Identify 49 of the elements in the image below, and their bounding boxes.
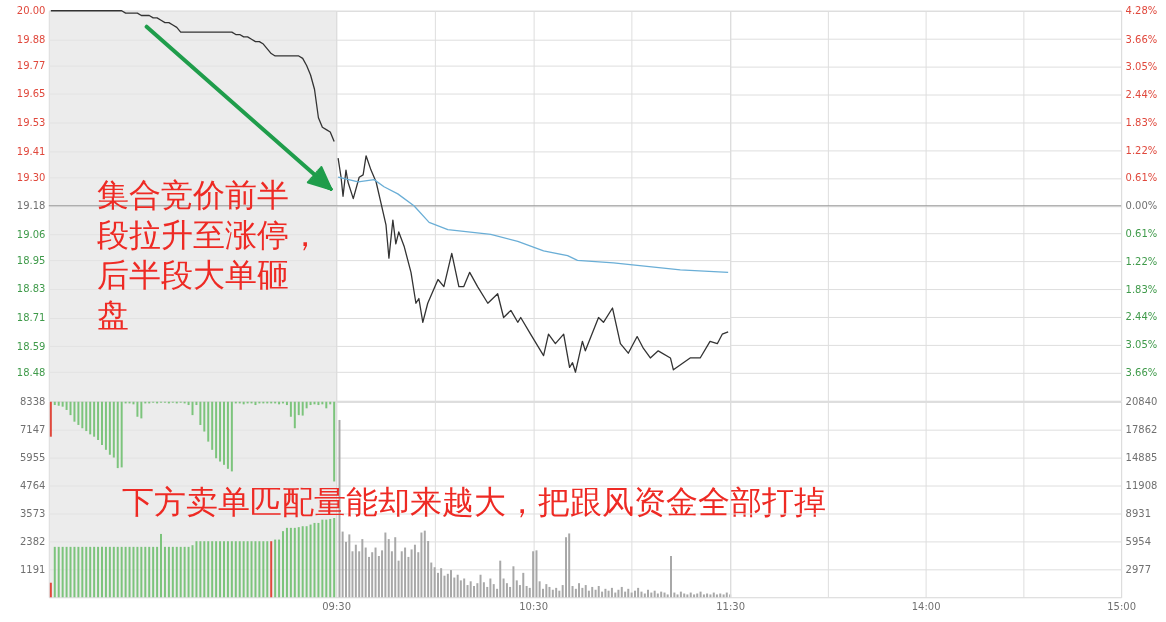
y-tick-label: 2382: [20, 535, 46, 547]
y-tick-label: 18.48: [16, 366, 46, 378]
x-tick-label: 10:30: [519, 600, 548, 612]
y-tick-label: 3.66%: [1125, 367, 1158, 378]
y-tick-label: 19.88: [16, 33, 46, 45]
y-tick-label: 19.77: [16, 59, 46, 71]
x-tick-label: 11:30: [716, 600, 745, 612]
y-tick-label: 3.05%: [1125, 61, 1158, 73]
y-tick-label: 1.22%: [1125, 255, 1158, 267]
y-tick-label: 18.59: [16, 340, 46, 352]
x-tick-label: 15:00: [1107, 600, 1136, 612]
y-tick-label: 3.05%: [1125, 339, 1158, 351]
y-tick-label: 7147: [20, 424, 46, 436]
x-tick-label: 14:00: [911, 600, 941, 612]
y-tick-label: 19.41: [16, 145, 46, 157]
y-tick-label: 3.66%: [1125, 33, 1158, 45]
y-tick-label: 1.22%: [1125, 144, 1158, 156]
y-tick-label: 20.00: [16, 5, 46, 17]
y-tick-label: 3573: [20, 507, 46, 519]
y-tick-label: 4.28%: [1125, 5, 1158, 17]
y-tick-label: 2.44%: [1125, 311, 1158, 323]
y-tick-label: 11908: [1125, 480, 1158, 492]
y-tick-label: 0.00%: [1125, 200, 1158, 212]
y-tick-label: 19.30: [16, 171, 46, 183]
y-tick-label: 18.71: [16, 312, 46, 324]
y-tick-label: 2977: [1125, 563, 1151, 575]
y-tick-label: 4764: [20, 480, 46, 492]
y-tick-label: 2.44%: [1125, 89, 1158, 101]
y-tick-label: 20840: [1125, 396, 1158, 408]
y-tick-label: 8338: [20, 396, 46, 408]
y-tick-label: 19.18: [16, 200, 46, 212]
y-tick-label: 5955: [20, 452, 46, 464]
y-tick-label: 18.95: [16, 254, 46, 266]
annotation: 下方卖单匹配量能却来越大，把跟风资金全部打掉: [121, 483, 826, 522]
y-tick-label: 0.61%: [1125, 172, 1158, 184]
y-tick-label: 19.53: [16, 117, 46, 129]
y-tick-label: 0.61%: [1125, 228, 1158, 240]
y-tick-label: 5954: [1125, 535, 1151, 547]
y-tick-label: 17862: [1125, 424, 1158, 436]
y-tick-label: 14885: [1125, 452, 1158, 464]
annotation: 集合竞价前半段拉升至涨停，后半段大单砸盘: [96, 176, 321, 334]
y-tick-label: 19.65: [16, 88, 46, 100]
y-tick-label: 8931: [1125, 507, 1151, 519]
y-tick-label: 1.83%: [1125, 116, 1158, 128]
y-tick-label: 1191: [20, 563, 46, 575]
y-tick-label: 1.83%: [1125, 283, 1158, 295]
y-tick-label: 19.06: [16, 228, 46, 240]
y-tick-label: 18.83: [16, 283, 46, 295]
x-tick-label: 09:30: [322, 600, 351, 612]
